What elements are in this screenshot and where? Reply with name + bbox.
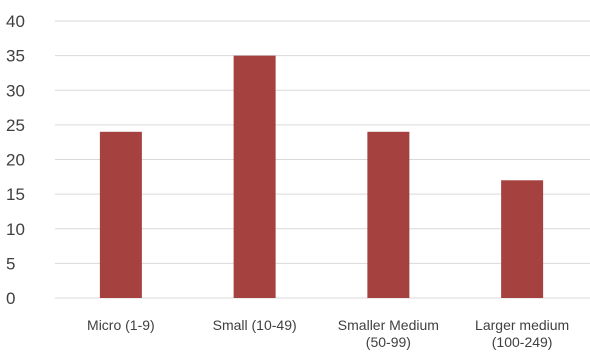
bar (99, 131, 142, 298)
y-axis-ticks: 0 5 10 15 20 25 30 35 40 (6, 12, 25, 308)
x-tick-label: Small (10-49) (213, 317, 297, 333)
bars (99, 55, 544, 298)
x-axis-ticks: Micro (1-9) Small (10-49) Smaller Medium(5… (87, 317, 569, 350)
bar (233, 55, 276, 298)
y-tick-label: 5 (6, 254, 15, 273)
y-tick-label: 15 (6, 185, 25, 204)
y-tick-label: 0 (6, 289, 15, 308)
x-tick-label: Larger medium (475, 317, 569, 333)
bar (501, 180, 544, 298)
y-tick-label: 25 (6, 116, 25, 135)
y-tick-label: 40 (6, 12, 25, 31)
x-tick-label: Smaller Medium (338, 317, 439, 333)
x-tick-label: Micro (1-9) (87, 317, 155, 333)
y-tick-label: 20 (6, 151, 25, 170)
y-tick-label: 10 (6, 220, 25, 239)
gridlines (55, 20, 590, 299)
y-tick-label: 30 (6, 81, 25, 100)
y-tick-label: 35 (6, 47, 25, 66)
x-tick-label: (50-99) (366, 334, 411, 350)
bar (367, 131, 410, 298)
x-tick-label: (100-249) (492, 334, 553, 350)
